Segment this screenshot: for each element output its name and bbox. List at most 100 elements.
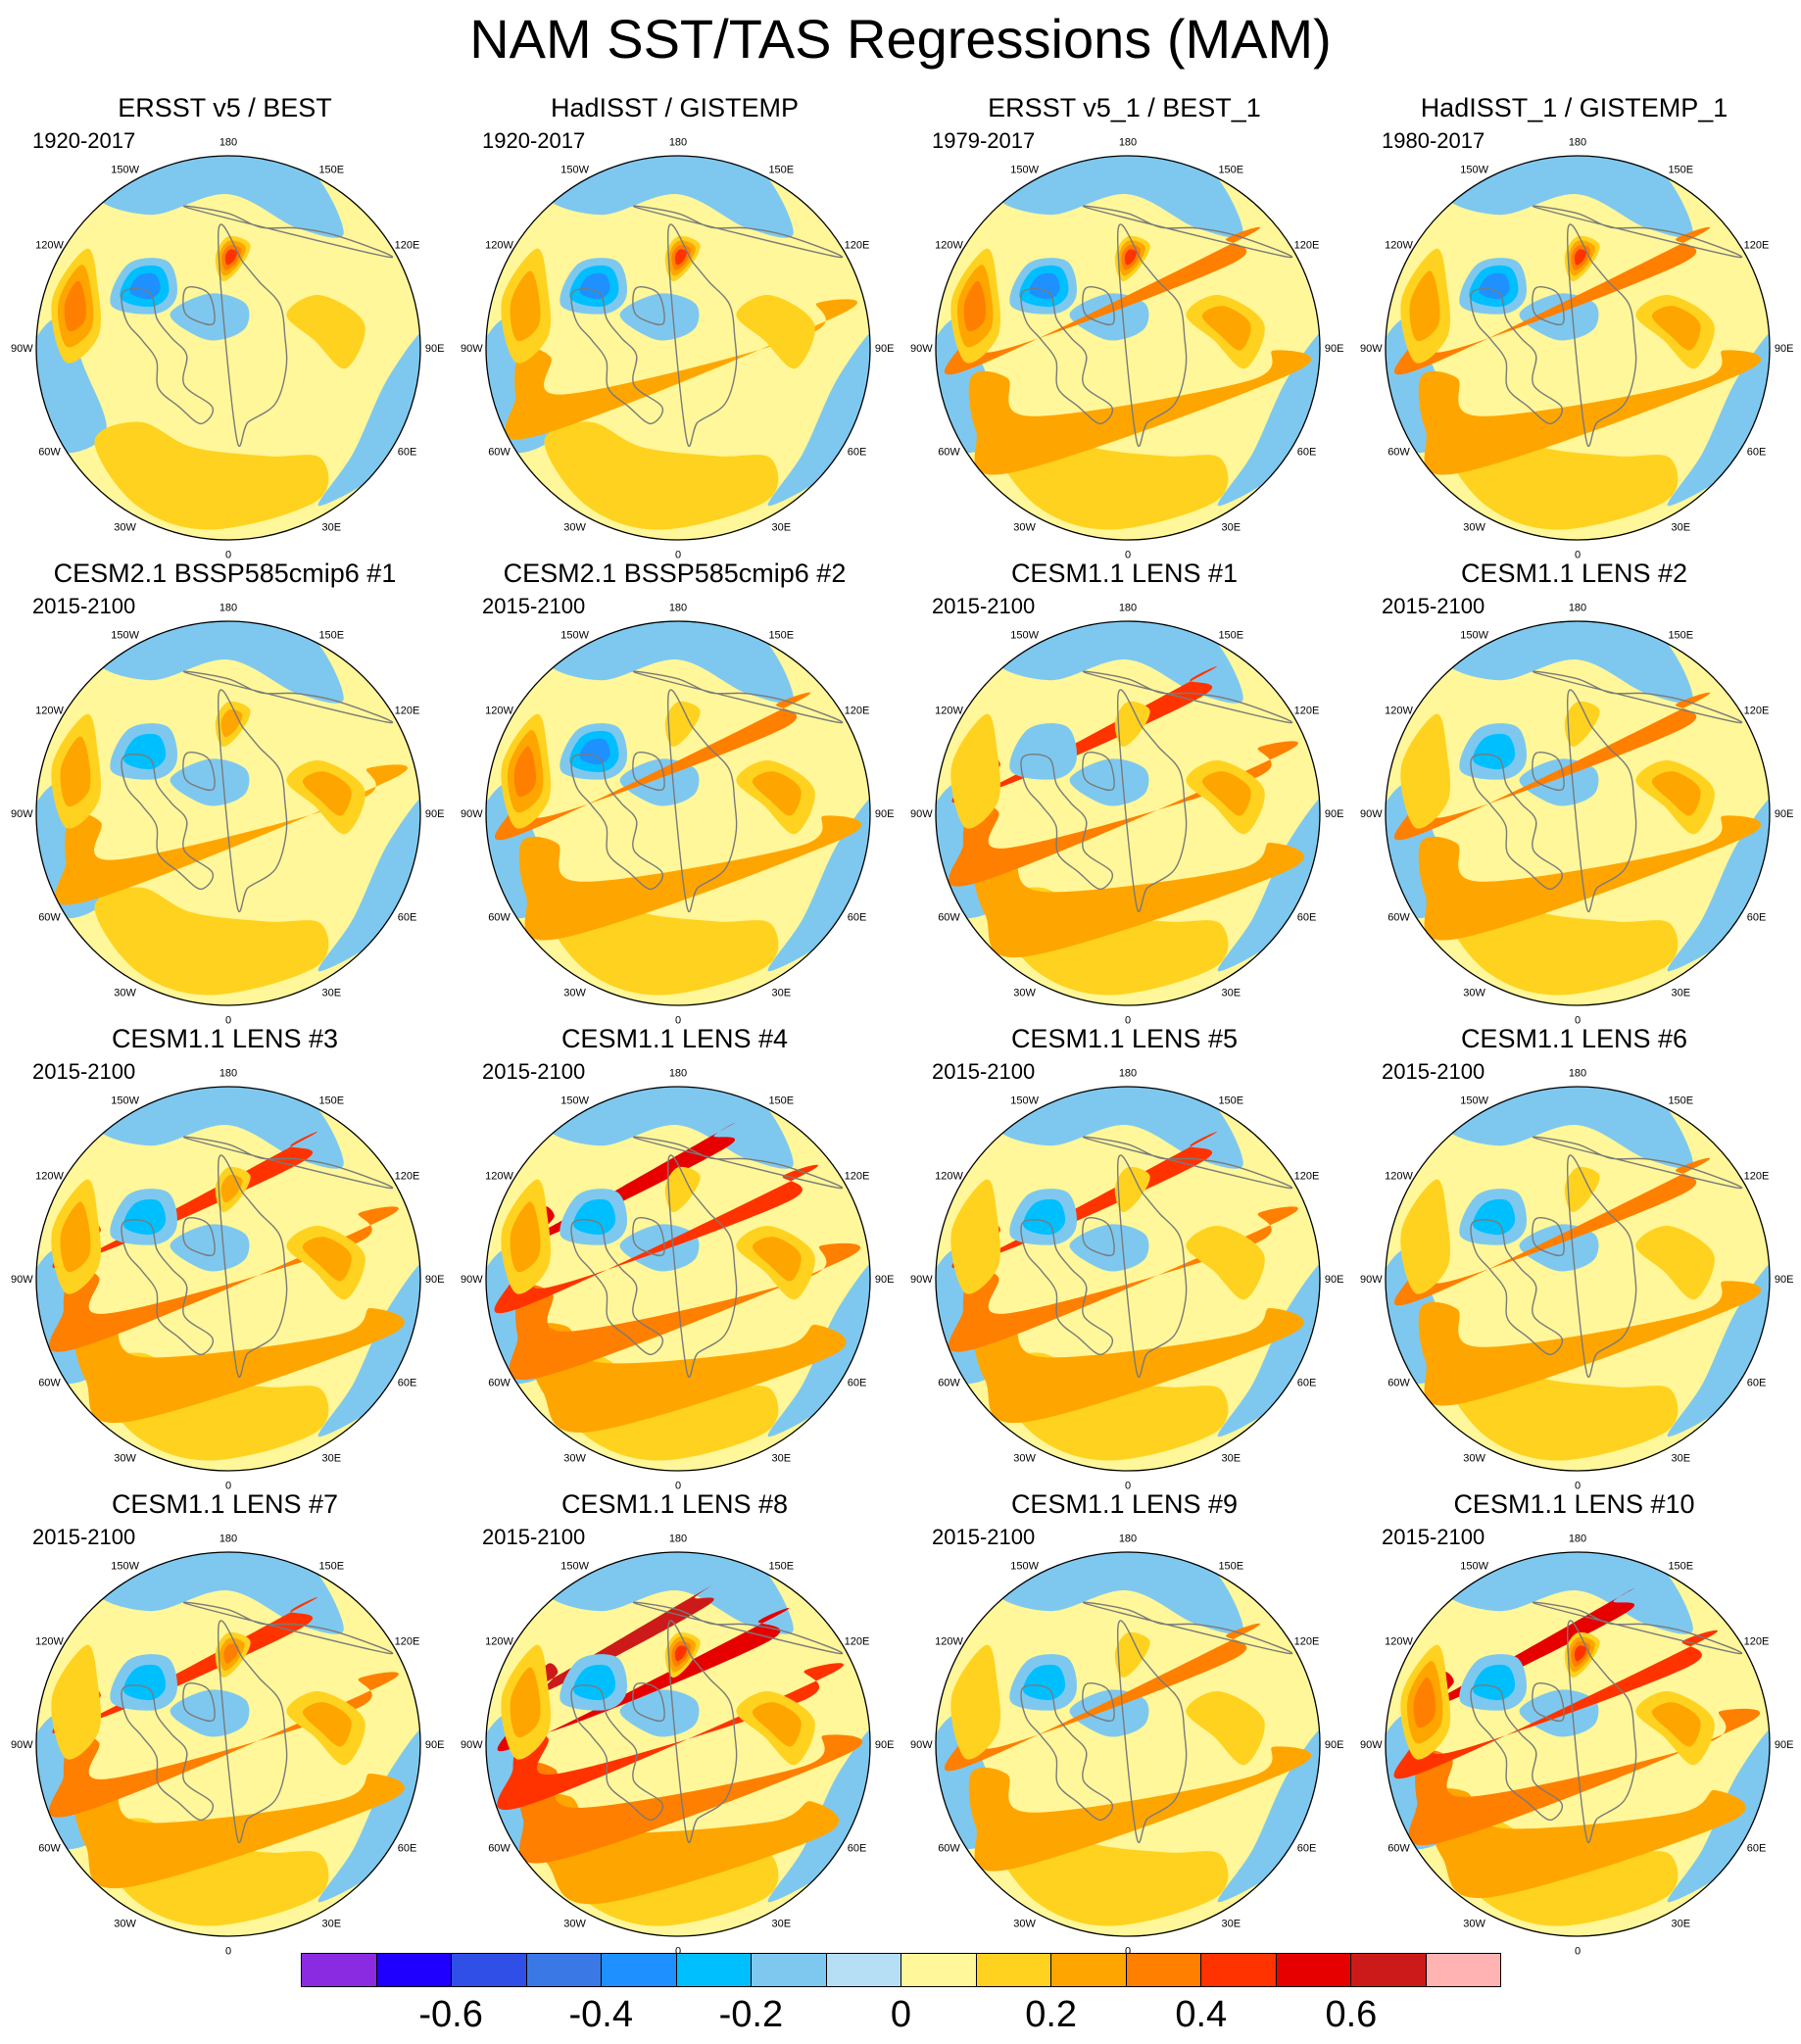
- labrador-field-level-1: [1009, 723, 1077, 780]
- map-outline: [1385, 1086, 1771, 1472]
- west-pacific-belt-level-1: [767, 793, 870, 972]
- longitude-label: 150E: [318, 165, 344, 176]
- anomaly-field: [486, 1087, 870, 1471]
- colorbar-box: [901, 1954, 977, 1986]
- longitude-label: 150E: [1218, 1095, 1243, 1107]
- longitude-label: 60E: [848, 911, 867, 923]
- longitude-label: 0: [225, 1015, 231, 1027]
- longitude-label: 150W: [111, 1561, 139, 1573]
- polar-map: 180 150E 120E 90E 60E 30E 0 30W 60W 90W 120W 150W: [11, 1067, 445, 1491]
- longitude-label: 30W: [114, 988, 136, 999]
- anomaly-field: [1386, 621, 1770, 1005]
- north-pacific-field-level-2: [73, 1773, 405, 1889]
- coastline: [1082, 1217, 1115, 1257]
- longitude-label: 120W: [485, 1636, 513, 1648]
- arctic-field-level-1: [170, 1689, 250, 1737]
- longitude-label: 60E: [398, 1842, 417, 1854]
- coastline: [632, 1601, 844, 1655]
- scandinavia-field-level-4: [674, 249, 687, 266]
- longitude-label: 90E: [875, 808, 895, 820]
- colorbar-box: [376, 1954, 452, 1986]
- coastlines: [570, 670, 844, 912]
- longitude-label: 30W: [563, 522, 586, 534]
- anomaly-field: [36, 1552, 420, 1936]
- longitude-label: 30E: [772, 988, 792, 999]
- longitude-label: 60E: [1747, 1377, 1767, 1388]
- eurasia-field-level-2: [1201, 306, 1251, 351]
- longitude-label: 120E: [1294, 1171, 1320, 1183]
- longitude-label: 180: [1119, 1533, 1137, 1544]
- anomaly-field: [36, 621, 420, 1005]
- longitude-label: 180: [219, 602, 237, 613]
- labrador-field-level-2: [123, 1664, 167, 1701]
- coastline: [121, 1684, 215, 1822]
- map-outline: [1385, 155, 1771, 541]
- coastline: [632, 286, 665, 326]
- map-outline: [35, 620, 421, 1006]
- longitude-label: 30E: [322, 1919, 342, 1930]
- colorbar-box: [1351, 1954, 1427, 1986]
- longitude-label: 90E: [1325, 808, 1344, 820]
- panel-period: 2015-2100: [32, 1059, 136, 1084]
- scandinavia-field-level-3: [223, 1643, 239, 1664]
- longitude-label: 150W: [111, 165, 139, 176]
- coastline: [1532, 670, 1743, 724]
- anomaly-field: [1386, 1552, 1770, 1936]
- coastlines: [121, 205, 394, 447]
- longitude-label: 60E: [848, 1842, 867, 1854]
- longitude-label: 150E: [318, 630, 344, 642]
- longitude-label: 60E: [398, 446, 417, 458]
- panel-title: CESM1.1 LENS #2: [1460, 559, 1688, 588]
- longitude-label: 180: [669, 136, 687, 148]
- polar-map: 180 150E 120E 90E 60E 30E 0 30W 60W 90W 120W 150W: [461, 602, 895, 1026]
- west-pacific-belt-level-1: [1217, 1724, 1320, 1903]
- labrador-field-level-2: [1023, 1198, 1066, 1236]
- longitude-label: 30W: [1013, 1453, 1036, 1465]
- scandinavia-field-level-1: [1564, 1166, 1600, 1212]
- coastlines: [570, 1136, 844, 1378]
- north-pacific-field-level-2: [518, 815, 862, 941]
- map-outline: [35, 1086, 421, 1472]
- map-outline: [485, 1086, 871, 1472]
- longitude-label: 150E: [1668, 1095, 1693, 1107]
- longitude-label: 150E: [768, 1561, 794, 1573]
- north-pacific-field-level-2: [972, 842, 1304, 958]
- panel-period: 2015-2100: [932, 1525, 1036, 1549]
- west-pacific-belt-level-1: [317, 327, 420, 507]
- longitude-label: 0: [1125, 1481, 1131, 1492]
- colorbar-tick-label: -0.6: [418, 1994, 483, 2035]
- panel-title: ERSST v5_1 / BEST_1: [988, 93, 1261, 122]
- longitude-label: 0: [225, 1946, 231, 1958]
- coastlines: [1020, 1136, 1293, 1378]
- eurasia-field-level-2: [752, 1237, 802, 1282]
- coastline: [570, 288, 664, 425]
- longitude-label: 60E: [1747, 911, 1767, 923]
- coastline: [1082, 752, 1115, 792]
- longitude-label: 120W: [935, 1636, 963, 1648]
- coastlines: [1470, 1136, 1743, 1378]
- colorbar-tick-label: 0.2: [1025, 1994, 1078, 2035]
- anomaly-field: [36, 156, 420, 540]
- colorbar-box: [452, 1954, 527, 1986]
- longitude-label: 30W: [1463, 988, 1485, 999]
- longitude-label: 90W: [910, 1739, 933, 1751]
- eurasia-field-level-1: [1635, 1225, 1715, 1300]
- coastlines: [1470, 670, 1743, 912]
- west-pacific-belt-level-1: [1667, 1258, 1770, 1437]
- longitude-label: 150E: [1218, 630, 1243, 642]
- colorbar-tick-label: -0.2: [718, 1994, 784, 2035]
- longitude-label: 120E: [395, 1636, 420, 1648]
- longitude-label: 60W: [1387, 446, 1410, 458]
- map-panel: CESM1.1 LENS #9 2015-2100 180 150E 120E 90E 60…: [900, 1489, 1349, 1958]
- north-pacific-field-level-4: [1393, 1630, 1718, 1779]
- longitude-label: 150W: [1460, 1561, 1488, 1573]
- west-pacific-belt-level-1: [317, 1258, 420, 1437]
- map-panel: CESM1.1 LENS #4 2015-2100 180 150E 120E 90E 60…: [450, 1024, 900, 1492]
- longitude-label: 180: [1569, 1533, 1586, 1544]
- panel-title: CESM1.1 LENS #6: [1460, 1024, 1688, 1053]
- subtropical-atlantic-field-level-3: [1413, 1677, 1436, 1728]
- colorbar-box: [526, 1954, 602, 1986]
- longitude-label: 90E: [875, 1274, 895, 1286]
- longitude-label: 150E: [768, 165, 794, 176]
